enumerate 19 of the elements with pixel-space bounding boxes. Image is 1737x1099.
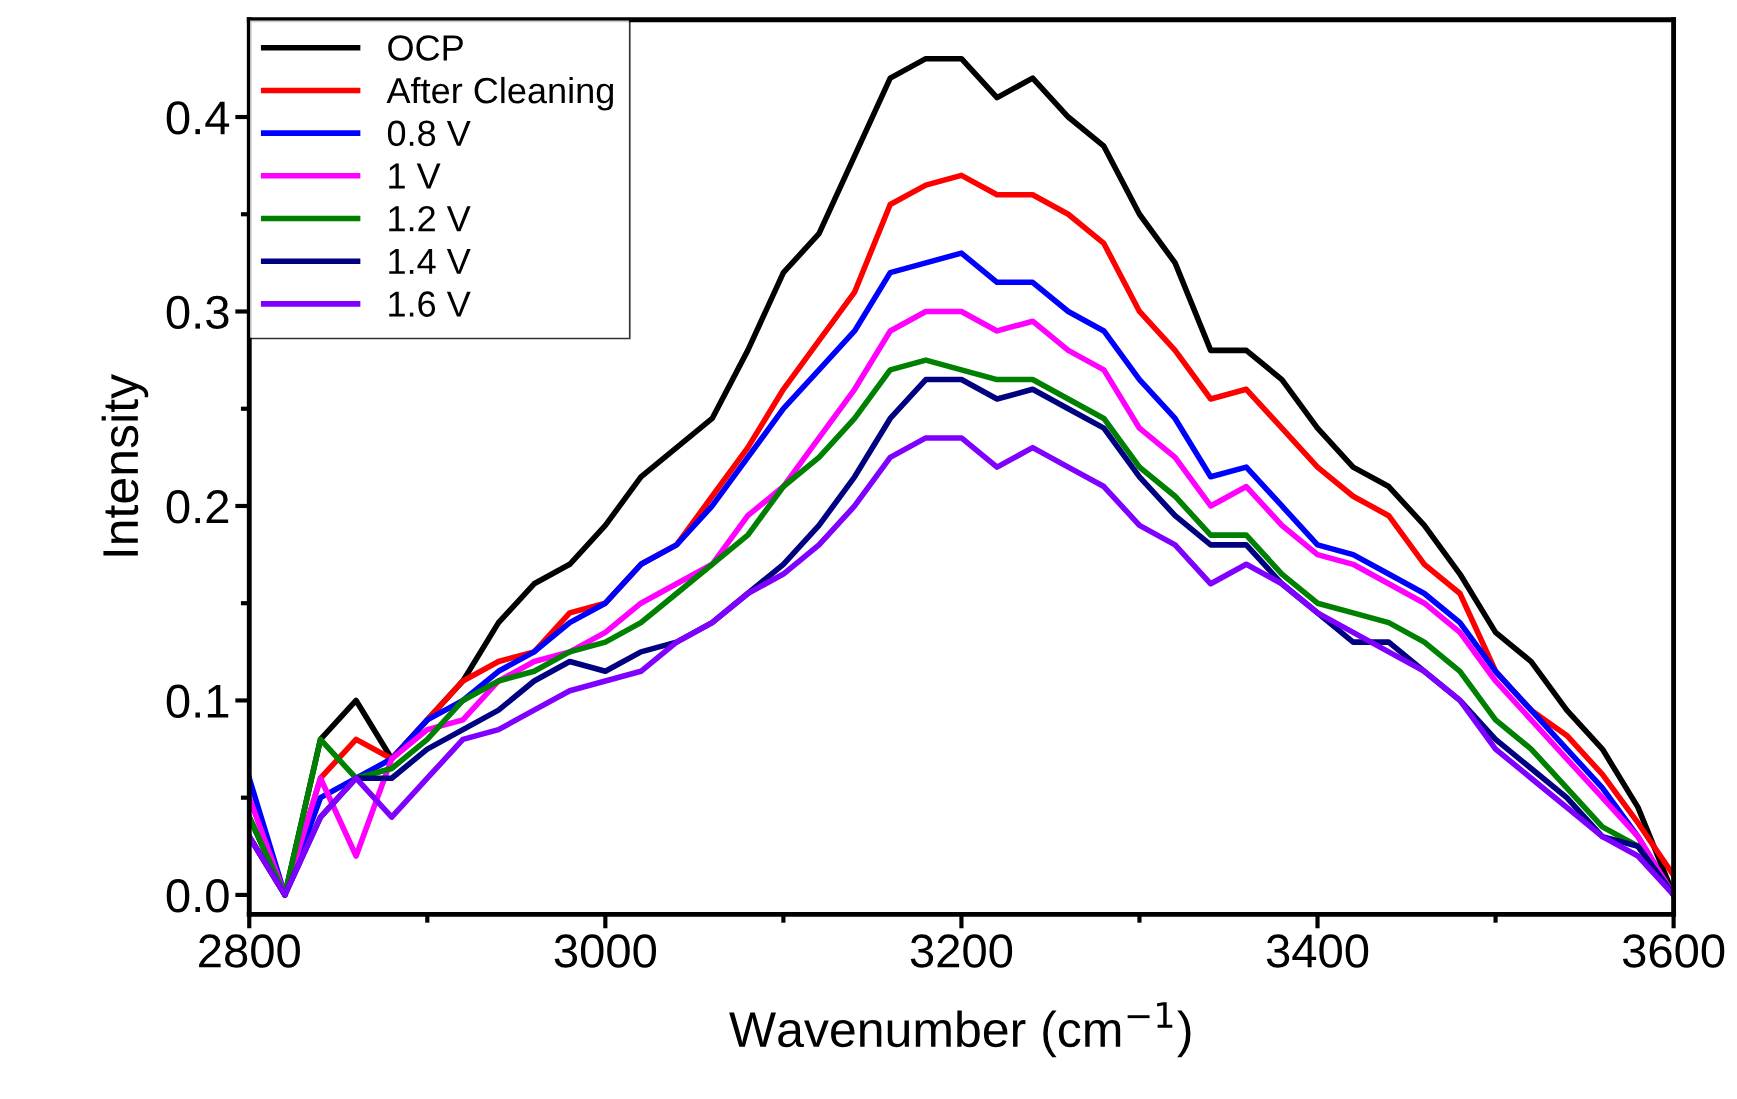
y-tick-label: 0.3 xyxy=(166,295,229,330)
y-tick-label: 0.4 xyxy=(166,101,230,135)
x-tick-label: 3600 xyxy=(1622,934,1725,968)
y-axis-title: Intensity xyxy=(101,374,149,556)
legend-label: 1.4 V xyxy=(389,249,471,274)
y-tick-label: 0.1 xyxy=(166,684,229,719)
legend-label: 1.6 V xyxy=(389,291,471,317)
legend-label: After Cleaning xyxy=(386,76,613,111)
x-tick-label: 3000 xyxy=(554,934,657,968)
x-axis-title: Wavenumber (cm$^{−1}$) xyxy=(729,1002,1191,1058)
legend-label: OCP xyxy=(388,35,463,61)
legend-label: 0.8 V xyxy=(387,120,471,147)
legend-label: 1.2 V xyxy=(389,205,471,232)
x-tick-label: 3200 xyxy=(910,934,1013,968)
y-tick-label: 0.0 xyxy=(166,879,229,913)
y-tick-label: 0.2 xyxy=(166,490,229,524)
legend-label: 1 V xyxy=(389,163,441,189)
x-tick-label: 2800 xyxy=(199,934,300,968)
x-tick-label: 3400 xyxy=(1266,934,1369,968)
